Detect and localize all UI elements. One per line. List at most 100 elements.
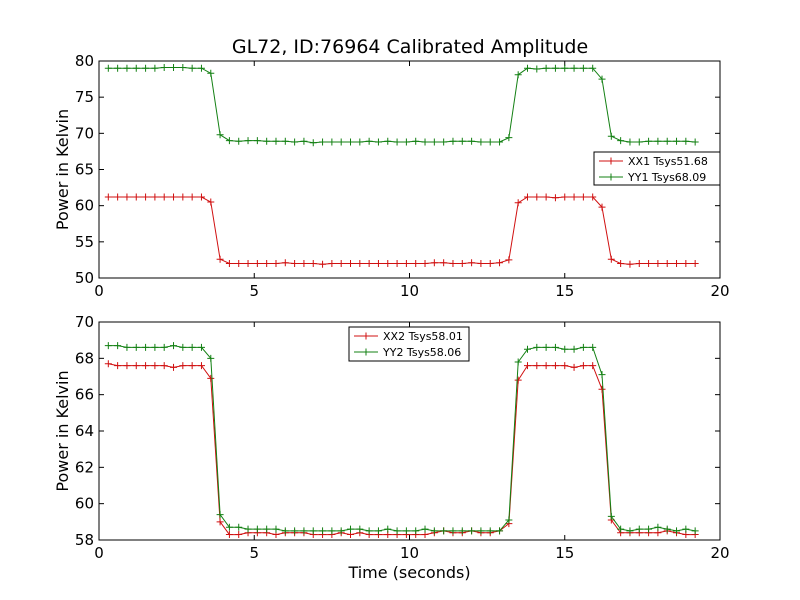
data-point	[235, 260, 243, 268]
data-point	[207, 69, 215, 77]
series-line-yy2	[108, 345, 696, 532]
data-point	[309, 527, 317, 535]
data-point	[356, 260, 364, 268]
data-point	[533, 362, 541, 370]
data-point	[197, 193, 205, 201]
data-point	[477, 260, 485, 268]
data-point	[542, 64, 550, 72]
data-point	[263, 260, 271, 268]
data-point	[365, 260, 373, 268]
data-point	[123, 193, 131, 201]
data-point	[514, 376, 522, 384]
data-point	[607, 512, 615, 520]
data-point	[188, 193, 196, 201]
legend-marker	[362, 332, 370, 340]
data-point	[468, 259, 476, 267]
x-tick-label: 10	[400, 282, 419, 300]
data-point	[514, 358, 522, 366]
y-tick-label: 70	[75, 313, 94, 331]
y-tick-label: 75	[75, 88, 94, 106]
data-point	[468, 527, 476, 535]
y-tick-label: 62	[75, 458, 94, 476]
data-point	[244, 525, 252, 533]
data-point	[645, 525, 653, 533]
data-point	[337, 527, 345, 535]
data-point	[412, 260, 420, 268]
data-point	[225, 137, 233, 145]
data-point	[505, 516, 513, 524]
data-point	[347, 138, 355, 146]
data-point	[188, 343, 196, 351]
data-point	[505, 256, 513, 264]
data-point	[160, 362, 168, 370]
data-point	[272, 260, 280, 268]
data-point	[402, 260, 410, 268]
data-point	[197, 343, 205, 351]
data-point	[309, 260, 317, 268]
data-point	[514, 199, 522, 207]
x-tick-label: 0	[94, 544, 104, 562]
data-point	[449, 137, 457, 145]
data-point	[663, 260, 671, 268]
data-point	[235, 531, 243, 539]
data-point	[551, 343, 559, 351]
data-point	[589, 193, 597, 201]
data-point	[104, 193, 112, 201]
legend-label: YY2 Tsys58.06	[382, 346, 461, 359]
data-point	[374, 260, 382, 268]
y-tick-label: 60	[75, 495, 94, 513]
data-point	[626, 138, 634, 146]
x-tick-label: 20	[710, 544, 729, 562]
data-point	[142, 64, 150, 72]
data-point	[626, 527, 634, 535]
data-point	[523, 193, 531, 201]
figure-title: GL72, ID:76964 Calibrated Amplitude	[232, 36, 588, 58]
data-point	[523, 64, 531, 72]
data-point	[561, 193, 569, 201]
data-point	[412, 137, 420, 145]
legend-marker	[362, 348, 370, 356]
data-point	[197, 64, 205, 72]
data-point	[123, 343, 131, 351]
data-point	[253, 525, 261, 533]
data-point	[384, 525, 392, 533]
series-line-xx2	[108, 363, 696, 536]
data-point	[188, 64, 196, 72]
data-point	[319, 527, 327, 535]
data-point	[449, 527, 457, 535]
data-point	[570, 345, 578, 353]
data-point	[691, 260, 699, 268]
data-point	[626, 260, 634, 268]
data-point	[207, 354, 215, 362]
data-point	[533, 343, 541, 351]
data-point	[496, 527, 504, 535]
data-point	[598, 203, 606, 211]
data-point	[561, 64, 569, 72]
data-point	[617, 137, 625, 145]
legend-marker	[607, 157, 615, 165]
data-point	[263, 137, 271, 145]
y-axis-label: Power in Kelvin	[53, 109, 72, 230]
legend-box	[348, 326, 470, 362]
data-point	[225, 523, 233, 531]
data-point	[505, 134, 513, 142]
data-point	[328, 138, 336, 146]
data-point	[347, 525, 355, 533]
data-point	[598, 385, 606, 393]
data-point	[570, 64, 578, 72]
data-point	[542, 343, 550, 351]
data-point	[561, 345, 569, 353]
data-point	[645, 137, 653, 145]
legend-box	[593, 151, 721, 186]
data-point	[151, 193, 159, 201]
data-point	[523, 345, 531, 353]
legend-label: YY1 Tsys68.09	[627, 171, 706, 184]
data-point	[607, 132, 615, 140]
data-point	[486, 138, 494, 146]
y-tick-label: 68	[75, 349, 94, 367]
data-point	[253, 260, 261, 268]
data-point	[384, 260, 392, 268]
data-point	[402, 527, 410, 535]
data-point	[151, 64, 159, 72]
x-tick-label: 5	[249, 544, 259, 562]
